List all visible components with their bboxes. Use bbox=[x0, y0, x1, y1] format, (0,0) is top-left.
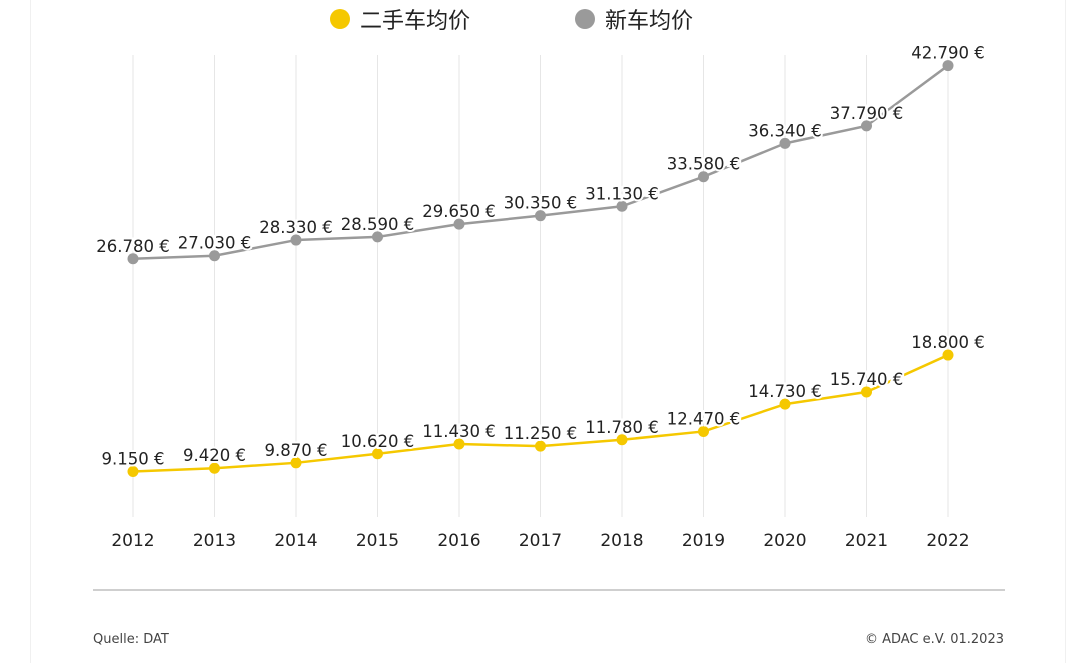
frame-left-border bbox=[30, 0, 31, 663]
data-point-used-car-2018 bbox=[616, 434, 628, 446]
data-point-used-car-2016 bbox=[453, 438, 465, 450]
data-label-used-car-2013: 9.420 € bbox=[183, 446, 246, 465]
data-label-used-car-2016: 11.430 € bbox=[422, 422, 495, 441]
data-point-used-car-2015 bbox=[372, 448, 383, 460]
data-label-used-car-2014: 9.870 € bbox=[265, 441, 328, 460]
data-label-new-car-2013: 27.030 € bbox=[178, 234, 251, 253]
legend-label-new-car: 新车均价 bbox=[605, 9, 694, 34]
data-point-used-car-2019 bbox=[698, 425, 709, 437]
data-label-new-car-2021: 37.790 € bbox=[830, 104, 903, 123]
x-tick-label-2021: 2021 bbox=[845, 531, 888, 551]
source-note: Quelle: DAT bbox=[93, 632, 169, 647]
data-point-used-car-2020 bbox=[779, 398, 791, 410]
data-point-new-car-2017 bbox=[535, 210, 546, 222]
data-point-new-car-2015 bbox=[372, 231, 383, 243]
legend-dot-new-car bbox=[575, 9, 595, 29]
data-label-used-car-2017: 11.250 € bbox=[504, 424, 577, 443]
line-chart: 2012 2013 2014 2015 2016 2017 2018 2019 2020 2021… bbox=[94, 42, 986, 551]
data-label-used-car-2019: 12.470 € bbox=[667, 409, 740, 428]
data-point-new-car-2019 bbox=[698, 171, 709, 183]
data-point-used-car-2012 bbox=[127, 466, 139, 477]
data-label-used-car-2020: 14.730 € bbox=[748, 382, 821, 401]
data-point-new-car-2013 bbox=[209, 250, 220, 262]
data-point-used-car-2013 bbox=[209, 462, 220, 474]
x-tick-label-2019: 2019 bbox=[682, 531, 725, 551]
data-label-new-car-2018: 31.130 € bbox=[585, 184, 658, 203]
data-label-new-car-2014: 28.330 € bbox=[259, 218, 332, 237]
data-label-new-car-2012: 26.780 € bbox=[96, 237, 169, 256]
data-label-new-car-2016: 29.650 € bbox=[422, 202, 495, 221]
data-point-new-car-2020 bbox=[779, 137, 791, 149]
data-label-used-car-2022: 18.800 € bbox=[911, 333, 984, 352]
chart-legend: 二手车均价 新车均价 bbox=[0, 2, 1080, 36]
data-point-new-car-2021 bbox=[861, 120, 872, 132]
legend-item-used-car: 二手车均价 bbox=[330, 4, 470, 34]
data-point-used-car-2017 bbox=[535, 440, 546, 452]
data-point-new-car-2018 bbox=[616, 200, 628, 212]
data-label-used-car-2012: 9.150 € bbox=[102, 450, 165, 469]
frame-right-border bbox=[1065, 0, 1066, 663]
legend-dot-used-car bbox=[330, 9, 350, 29]
x-tick-label-2013: 2013 bbox=[193, 531, 236, 551]
x-tick-label-2015: 2015 bbox=[356, 531, 399, 551]
data-point-used-car-2014 bbox=[290, 457, 302, 469]
x-tick-label-2016: 2016 bbox=[437, 531, 480, 551]
data-point-new-car-2012 bbox=[127, 253, 139, 265]
data-label-new-car-2022: 42.790 € bbox=[911, 44, 984, 63]
x-tick-label-2018: 2018 bbox=[600, 531, 643, 551]
copyright-note: © ADAC e.V. 01.2023 bbox=[864, 632, 1004, 647]
data-label-used-car-2015: 10.620 € bbox=[341, 432, 414, 451]
x-tick-label-2017: 2017 bbox=[519, 531, 562, 551]
x-tick-label-2012: 2012 bbox=[111, 531, 154, 551]
data-point-used-car-2021 bbox=[861, 386, 872, 398]
data-label-new-car-2020: 36.340 € bbox=[748, 121, 821, 140]
data-point-new-car-2014 bbox=[290, 234, 302, 246]
data-point-new-car-2022 bbox=[942, 60, 954, 72]
data-point-new-car-2016 bbox=[453, 218, 465, 230]
data-label-used-car-2021: 15.740 € bbox=[830, 370, 903, 389]
footer-divider bbox=[93, 589, 1005, 591]
data-label-new-car-2019: 33.580 € bbox=[667, 155, 740, 174]
data-label-new-car-2017: 30.350 € bbox=[504, 194, 577, 213]
data-label-new-car-2015: 28.590 € bbox=[341, 215, 414, 234]
x-tick-label-2020: 2020 bbox=[763, 531, 806, 551]
data-label-used-car-2018: 11.780 € bbox=[585, 418, 658, 437]
legend-item-new-car: 新车均价 bbox=[575, 4, 693, 34]
legend-label-used-car: 二手车均价 bbox=[360, 9, 471, 34]
x-tick-label-2014: 2014 bbox=[274, 531, 317, 551]
x-tick-label-2022: 2022 bbox=[926, 531, 969, 551]
data-point-used-car-2022 bbox=[942, 349, 954, 361]
